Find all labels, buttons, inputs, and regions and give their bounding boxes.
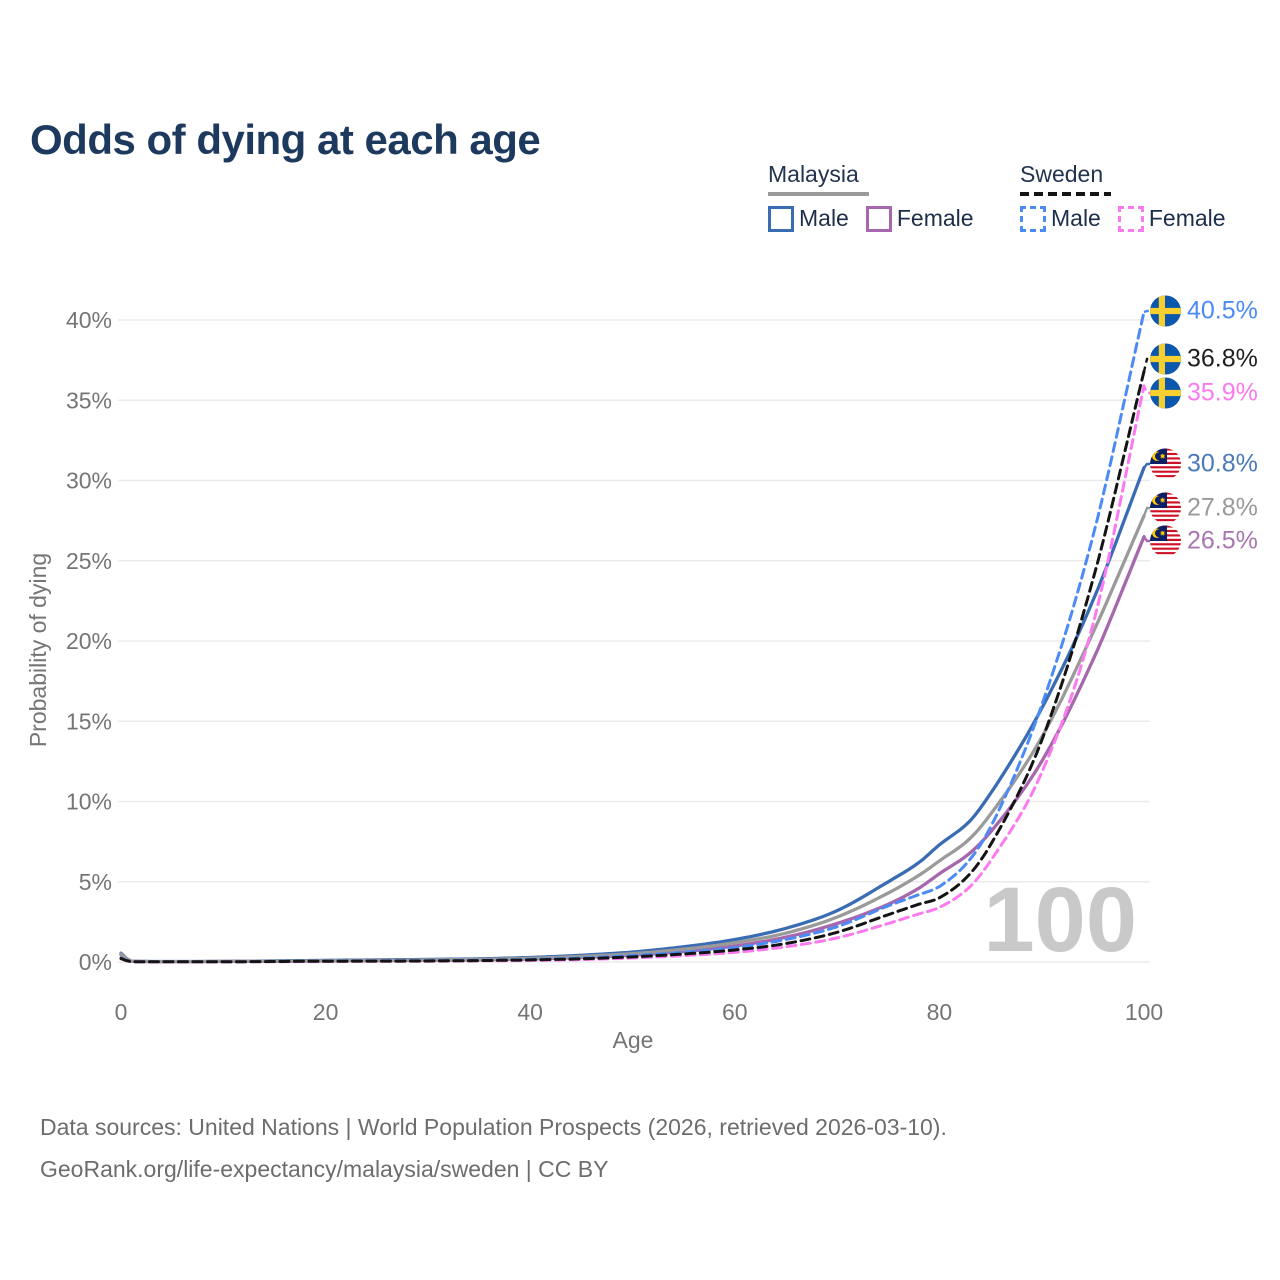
x-tick-100: 100 — [1125, 999, 1163, 1025]
malaysia-flag-icon — [1150, 492, 1181, 524]
footer: Data sources: United Nations | World Pop… — [40, 1107, 947, 1191]
sweden-flag-icon — [1150, 343, 1181, 375]
end-label-value-malaysia-both: 27.8% — [1187, 493, 1258, 522]
malaysia-flag-icon — [1150, 492, 1181, 524]
legend-item-malaysia-female[interactable]: Female — [865, 205, 974, 232]
malaysia-flag-icon — [1150, 525, 1181, 557]
legend-underline-malaysia — [768, 192, 869, 196]
end-label-malaysia-female: 26.5% — [1150, 525, 1258, 557]
y-axis-label: Probability of dying — [25, 553, 51, 747]
end-label-value-malaysia-male: 30.8% — [1187, 449, 1258, 478]
sweden-flag-icon — [1150, 295, 1181, 327]
end-label-sweden-female: 35.9% — [1150, 377, 1258, 409]
series-line-sweden-female[interactable] — [119, 384, 1146, 964]
end-label-value-malaysia-female: 26.5% — [1187, 526, 1258, 555]
x-tick-60: 60 — [722, 999, 748, 1025]
legend-item-sweden-male-label: Male — [1051, 205, 1101, 231]
legend-item-sweden-male[interactable]: Male — [1020, 205, 1101, 232]
x-axis-label: Age — [613, 1027, 654, 1053]
x-tick-80: 80 — [927, 999, 953, 1025]
y-tick-30%: 30% — [66, 468, 112, 494]
legend-swatch-malaysia-male-icon — [768, 205, 794, 232]
legend-item-malaysia-female-label: Female — [896, 205, 974, 231]
legend-item-sweden-female-label: Female — [1148, 205, 1226, 231]
series-line-malaysia-both[interactable] — [119, 514, 1146, 964]
malaysia-flag-icon — [1150, 448, 1181, 480]
legend-swatch-sweden-female-icon — [1117, 205, 1144, 232]
footer-sources: Data sources: United Nations | World Pop… — [40, 1114, 947, 1140]
x-tick-20: 20 — [313, 999, 339, 1025]
y-tick-0%: 0% — [79, 949, 112, 975]
y-tick-40%: 40% — [66, 307, 112, 333]
malaysia-flag-icon — [1150, 448, 1181, 480]
legend-group-sweden: Sweden Male Female — [1020, 161, 1226, 232]
series-line-malaysia-male[interactable] — [119, 466, 1146, 964]
y-tick-15%: 15% — [66, 708, 112, 734]
malaysia-flag-icon — [1150, 525, 1181, 557]
x-tick-0: 0 — [115, 999, 128, 1025]
leader-sweden-both — [1142, 357, 1153, 372]
legend-country-sweden-label: Sweden — [1020, 161, 1104, 187]
legend-country-sweden[interactable]: Sweden — [1020, 161, 1226, 196]
leader-sweden-male — [1143, 309, 1153, 314]
legend-item-malaysia-male-label: Male — [799, 205, 849, 231]
y-tick-20%: 20% — [66, 628, 112, 654]
legend-country-malaysia[interactable]: Malaysia — [768, 161, 974, 196]
legend-item-malaysia-male[interactable]: Male — [768, 205, 849, 232]
end-label-value-sweden-male: 40.5% — [1187, 296, 1258, 325]
legend-swatch-malaysia-female-icon — [865, 205, 892, 232]
y-tick-10%: 10% — [66, 789, 112, 815]
legend-country-malaysia-label: Malaysia — [768, 161, 859, 187]
series-line-malaysia-female[interactable] — [119, 535, 1146, 964]
y-tick-25%: 25% — [66, 548, 112, 574]
end-label-malaysia-male: 30.8% — [1150, 448, 1258, 480]
sweden-flag-icon — [1150, 377, 1181, 409]
end-label-sweden-male: 40.5% — [1150, 295, 1258, 327]
sweden-flag-icon — [1150, 343, 1181, 375]
y-tick-5%: 5% — [79, 869, 112, 895]
end-label-malaysia-both: 27.8% — [1150, 492, 1258, 524]
y-tick-35%: 35% — [66, 387, 112, 413]
x-tick-40: 40 — [517, 999, 543, 1025]
age-counter-watermark: 100 — [983, 869, 1138, 971]
footer-link[interactable]: GeoRank.org/life-expectancy/malaysia/swe… — [40, 1155, 609, 1182]
end-label-value-sweden-female: 35.9% — [1187, 378, 1258, 407]
series-line-sweden-male[interactable] — [119, 310, 1146, 964]
legend-swatch-sweden-male-icon — [1020, 205, 1046, 232]
page-title: Odds of dying at each age — [30, 116, 541, 164]
legend-group-malaysia: Malaysia Male Female — [768, 161, 974, 232]
end-label-sweden-both: 36.8% — [1150, 343, 1258, 375]
series-line-sweden-both[interactable] — [119, 369, 1146, 964]
legend-underline-sweden — [1020, 192, 1111, 196]
sweden-flag-icon — [1150, 377, 1181, 409]
sweden-flag-icon — [1150, 295, 1181, 327]
legend-item-sweden-female[interactable]: Female — [1117, 205, 1226, 232]
end-label-value-sweden-both: 36.8% — [1187, 344, 1258, 373]
